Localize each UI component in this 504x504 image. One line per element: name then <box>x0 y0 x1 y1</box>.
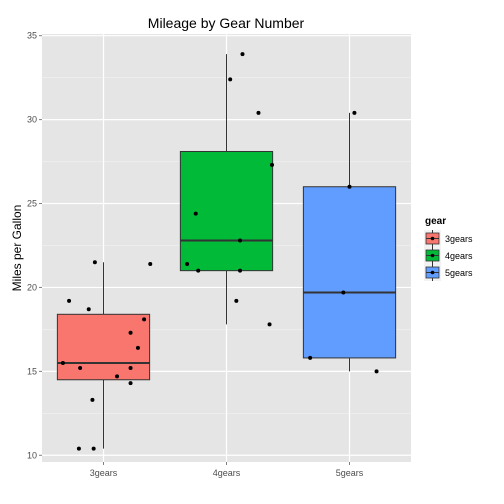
chart-title: Mileage by Gear Number <box>148 15 305 31</box>
legend-title: gear <box>425 216 446 227</box>
data-point <box>142 317 147 322</box>
data-point <box>228 77 233 82</box>
y-tick-label: 10 <box>27 450 37 460</box>
data-point <box>148 261 153 266</box>
data-point <box>267 322 272 327</box>
data-point <box>135 345 140 350</box>
data-point <box>76 446 81 451</box>
data-point <box>92 260 97 265</box>
data-point <box>128 366 133 371</box>
point-layer <box>60 52 379 451</box>
legend-key-point <box>430 253 435 258</box>
data-point <box>91 446 96 451</box>
data-point <box>128 330 133 335</box>
box-3gears <box>56 313 151 381</box>
data-point <box>234 298 239 303</box>
data-point <box>341 290 346 295</box>
y-tick-label: 20 <box>27 282 37 292</box>
y-axis-title: Miles per Gallon <box>10 205 24 292</box>
x-tick-label: 5gears <box>336 468 364 478</box>
x-tick-label: 4gears <box>213 468 241 478</box>
data-point <box>352 110 357 115</box>
y-tick-label: 15 <box>27 366 37 376</box>
data-point <box>86 307 91 312</box>
legend-label: 3gears <box>445 234 473 244</box>
data-point <box>270 162 275 167</box>
data-point <box>78 366 83 371</box>
box-4gears <box>179 150 274 272</box>
data-point <box>193 211 198 216</box>
legend-key-point <box>430 270 435 275</box>
y-tick-label: 25 <box>27 199 37 209</box>
legend-key-point <box>430 236 435 241</box>
data-point <box>115 374 120 379</box>
legend-label: 4gears <box>445 251 473 261</box>
data-point <box>238 238 243 243</box>
data-point <box>374 369 379 374</box>
y-tick-label: 30 <box>27 115 37 125</box>
data-point <box>347 184 352 189</box>
legend: gear 3gears 4gears 5gears <box>424 216 473 281</box>
x-tick-label: 3gears <box>90 468 118 478</box>
data-point <box>67 298 72 303</box>
box-5gears <box>302 186 397 359</box>
data-point <box>240 52 245 57</box>
data-point <box>196 268 201 273</box>
data-point <box>256 110 261 115</box>
legend-label: 5gears <box>445 268 473 278</box>
box-layer <box>56 54 397 449</box>
y-tick-label: 35 <box>27 31 37 41</box>
data-point <box>60 360 65 365</box>
data-point <box>308 355 313 360</box>
data-point <box>90 397 95 402</box>
axis-layer: 10 15 20 25 30 35 3gears 4gears 5gears <box>27 31 364 478</box>
data-point <box>128 381 133 386</box>
data-point <box>238 268 243 273</box>
data-point <box>185 261 190 266</box>
